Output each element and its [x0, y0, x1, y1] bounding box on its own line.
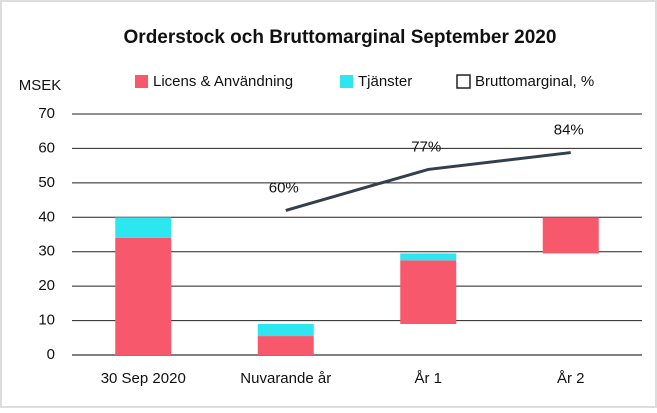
- x-tick-label: 30 Sep 2020: [101, 370, 186, 387]
- bar-segment: [400, 253, 457, 261]
- legend-swatch: [135, 75, 148, 88]
- data-label: 60%: [269, 179, 299, 196]
- y-tick-label: 70: [38, 105, 55, 122]
- bar-segment: [115, 237, 172, 355]
- y-tick-label: 50: [38, 174, 55, 191]
- y-tick-label: 60: [38, 139, 55, 156]
- bar-segment: [257, 336, 314, 355]
- x-tick-label: År 1: [414, 370, 442, 387]
- x-tick-label: Nuvarande år: [240, 370, 331, 387]
- legend-label: Tjänster: [358, 73, 412, 90]
- bar-segment: [400, 260, 457, 325]
- legend-label: Bruttomarginal, %: [475, 73, 594, 90]
- y-axis-label: MSEK: [19, 77, 62, 94]
- bar-segment: [257, 324, 314, 337]
- bar-segment: [542, 217, 599, 254]
- legend-label: Licens & Användning: [153, 73, 293, 90]
- y-tick-label: 20: [38, 277, 55, 294]
- data-label: 84%: [554, 122, 584, 139]
- y-tick-label: 40: [38, 208, 55, 225]
- x-tick-label: År 2: [557, 370, 585, 387]
- y-tick-label: 0: [47, 346, 55, 363]
- legend-swatch: [340, 75, 353, 88]
- line: [285, 151, 571, 212]
- data-label: 77%: [411, 138, 441, 155]
- chart-title: Orderstock och Bruttomarginal September …: [124, 27, 557, 48]
- y-tick-label: 10: [38, 312, 55, 329]
- legend-swatch: [456, 74, 471, 89]
- bar-segment: [115, 217, 172, 238]
- y-tick-label: 30: [38, 243, 55, 260]
